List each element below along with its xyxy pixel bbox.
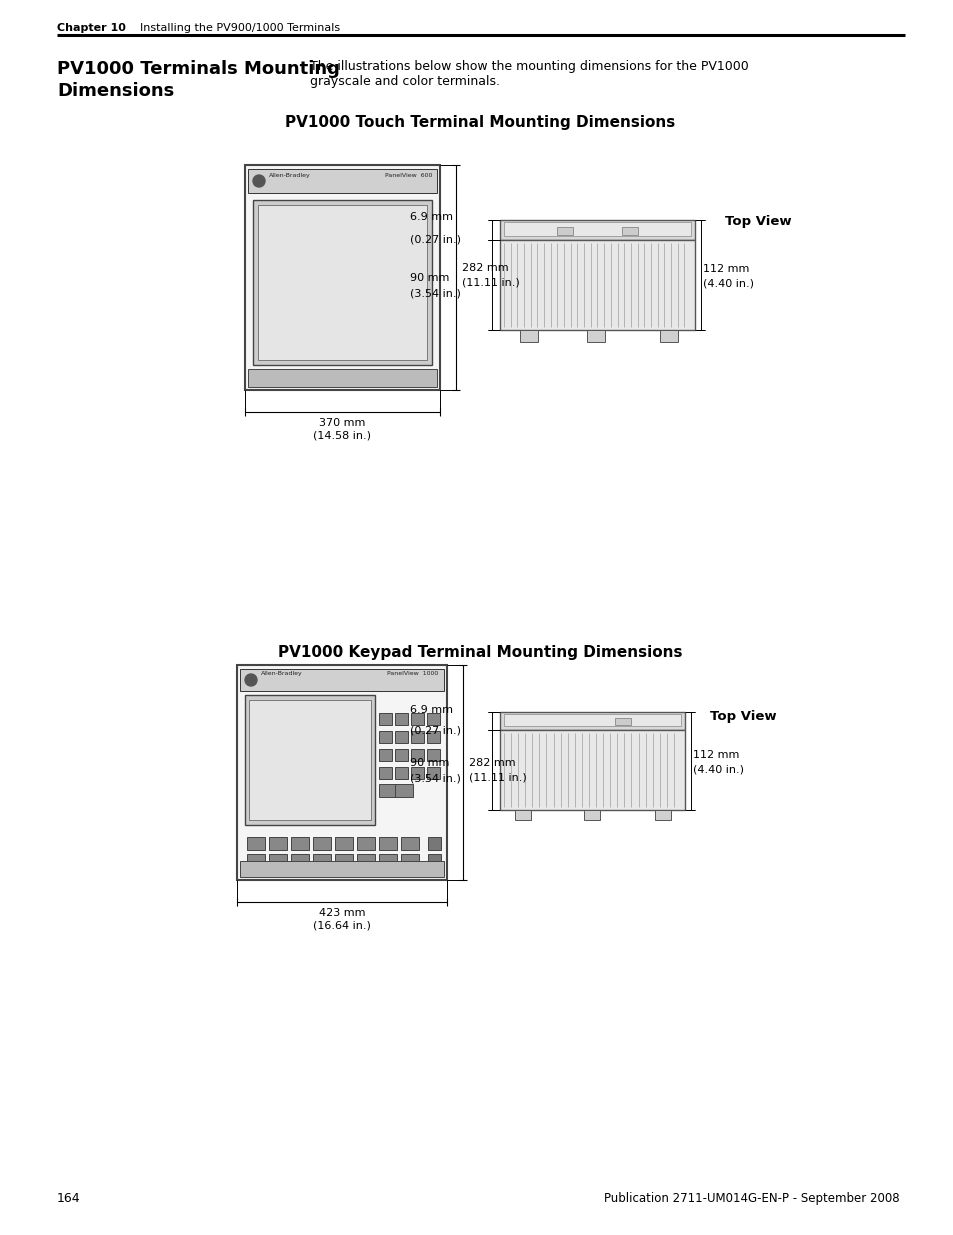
Bar xyxy=(395,748,408,761)
Bar xyxy=(586,330,604,342)
Bar xyxy=(378,853,396,867)
Bar xyxy=(395,784,413,797)
Bar xyxy=(428,853,440,867)
Bar xyxy=(247,837,265,850)
Text: 423 mm: 423 mm xyxy=(318,908,365,918)
Text: 282 mm: 282 mm xyxy=(461,263,508,273)
Text: Installing the PV900/1000 Terminals: Installing the PV900/1000 Terminals xyxy=(140,23,340,33)
Bar xyxy=(236,664,447,881)
Bar xyxy=(615,718,630,725)
Bar xyxy=(427,731,439,743)
Bar xyxy=(291,853,309,867)
Text: Top View: Top View xyxy=(724,215,791,228)
Bar xyxy=(378,784,396,797)
Text: (16.64 in.): (16.64 in.) xyxy=(313,920,371,930)
Text: Allen-Bradley: Allen-Bradley xyxy=(269,173,311,178)
Bar xyxy=(249,700,371,820)
Text: (0.27 in.): (0.27 in.) xyxy=(410,233,460,245)
Text: (11.11 in.): (11.11 in.) xyxy=(469,773,526,783)
Bar xyxy=(291,837,309,850)
Bar xyxy=(411,713,423,725)
Bar xyxy=(248,369,436,387)
Bar xyxy=(240,861,443,877)
Bar xyxy=(253,200,432,366)
Bar xyxy=(411,748,423,761)
Text: (4.40 in.): (4.40 in.) xyxy=(702,278,753,288)
Text: PanelView  1000: PanelView 1000 xyxy=(387,671,437,676)
Bar xyxy=(335,837,353,850)
Text: PanelView  600: PanelView 600 xyxy=(385,173,432,178)
Bar xyxy=(427,748,439,761)
Text: grayscale and color terminals.: grayscale and color terminals. xyxy=(310,75,499,88)
Bar xyxy=(499,730,684,810)
Text: 112 mm: 112 mm xyxy=(702,264,749,274)
Bar xyxy=(248,169,436,193)
Text: 112 mm: 112 mm xyxy=(692,750,739,760)
Bar xyxy=(655,810,670,820)
Bar xyxy=(557,227,573,235)
Bar xyxy=(499,240,695,330)
Text: (3.54 in.): (3.54 in.) xyxy=(410,773,460,783)
Bar xyxy=(240,669,443,692)
Bar xyxy=(378,713,392,725)
Text: 6.9 mm: 6.9 mm xyxy=(410,212,453,222)
Bar xyxy=(378,837,396,850)
Bar xyxy=(313,853,331,867)
Bar xyxy=(411,731,423,743)
Text: Publication 2711-UM014G-EN-P - September 2008: Publication 2711-UM014G-EN-P - September… xyxy=(604,1192,899,1205)
Bar xyxy=(515,810,531,820)
Text: PV1000 Terminals Mounting: PV1000 Terminals Mounting xyxy=(57,61,339,78)
Bar xyxy=(356,837,375,850)
Text: PV1000 Keypad Terminal Mounting Dimensions: PV1000 Keypad Terminal Mounting Dimensio… xyxy=(277,645,681,659)
Bar xyxy=(395,767,408,779)
Text: Top View: Top View xyxy=(709,710,776,722)
Bar xyxy=(378,731,392,743)
Bar xyxy=(395,731,408,743)
Text: (3.54 in.): (3.54 in.) xyxy=(410,288,460,298)
Bar xyxy=(583,810,599,820)
Text: The illustrations below show the mounting dimensions for the PV1000: The illustrations below show the mountin… xyxy=(310,61,748,73)
Bar xyxy=(400,853,418,867)
Text: 90 mm: 90 mm xyxy=(410,273,449,283)
Bar xyxy=(269,853,287,867)
Text: (11.11 in.): (11.11 in.) xyxy=(461,278,519,288)
Bar xyxy=(245,695,375,825)
Bar xyxy=(621,227,638,235)
Text: 6.9 mm: 6.9 mm xyxy=(410,705,453,715)
Bar xyxy=(427,713,439,725)
Text: 164: 164 xyxy=(57,1192,81,1205)
Bar xyxy=(499,220,695,240)
Text: Chapter 10: Chapter 10 xyxy=(57,23,126,33)
Bar xyxy=(659,330,678,342)
Text: (4.40 in.): (4.40 in.) xyxy=(692,764,743,774)
Bar xyxy=(378,767,392,779)
Bar xyxy=(245,165,439,390)
Bar xyxy=(503,714,680,726)
Circle shape xyxy=(253,175,265,186)
Text: Dimensions: Dimensions xyxy=(57,82,174,100)
Text: 282 mm: 282 mm xyxy=(469,757,515,767)
Text: (0.27 in.): (0.27 in.) xyxy=(410,725,460,735)
Bar xyxy=(335,853,353,867)
Bar xyxy=(411,767,423,779)
Text: PV1000 Touch Terminal Mounting Dimensions: PV1000 Touch Terminal Mounting Dimension… xyxy=(285,115,675,130)
Text: (14.58 in.): (14.58 in.) xyxy=(314,430,371,440)
Bar xyxy=(395,713,408,725)
Bar xyxy=(427,767,439,779)
Bar xyxy=(519,330,537,342)
Bar xyxy=(428,837,440,850)
Text: Allen-Bradley: Allen-Bradley xyxy=(261,671,302,676)
Circle shape xyxy=(245,674,256,685)
Bar xyxy=(257,205,427,359)
Bar xyxy=(499,713,684,730)
Text: 90 mm: 90 mm xyxy=(410,758,449,768)
Bar xyxy=(400,837,418,850)
Text: 370 mm: 370 mm xyxy=(319,417,365,429)
Bar xyxy=(269,837,287,850)
Bar xyxy=(247,853,265,867)
Bar xyxy=(313,837,331,850)
Bar xyxy=(378,748,392,761)
Bar xyxy=(503,222,690,236)
Bar xyxy=(356,853,375,867)
